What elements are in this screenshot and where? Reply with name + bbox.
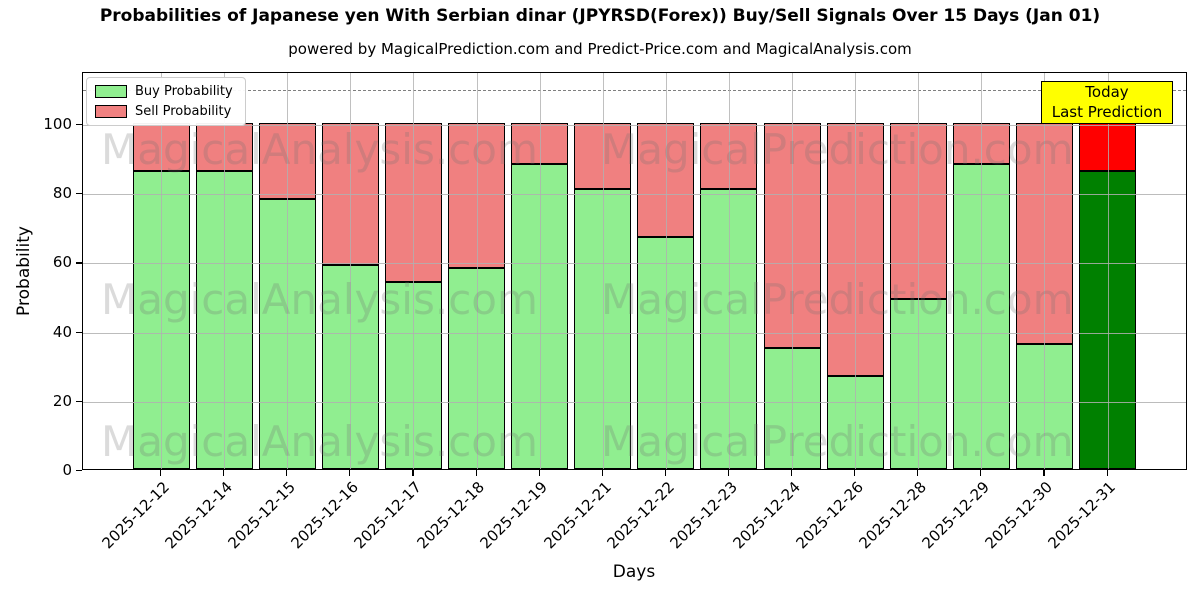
legend-label-sell: Sell Probability	[135, 104, 232, 119]
y-tick-mark	[76, 123, 82, 126]
x-gridline	[539, 73, 541, 469]
x-gridline	[476, 73, 478, 469]
chart-legend: Buy Probability Sell Probability	[86, 77, 246, 126]
x-tick-mark	[980, 470, 982, 476]
y-gridline	[83, 124, 1186, 126]
x-tick-mark	[223, 470, 225, 476]
y-tick-label: 100	[43, 114, 72, 133]
x-tick-mark	[412, 470, 414, 476]
x-tick-mark	[917, 470, 919, 476]
x-tick-mark	[727, 470, 730, 476]
y-tick-label: 20	[52, 391, 72, 410]
x-gridline	[792, 73, 793, 469]
x-tick-mark	[664, 470, 666, 476]
watermark-text: MagicalAnalysis.com	[101, 275, 538, 324]
x-tick-label: 2025-12-19	[476, 478, 552, 553]
x-tick-label: 2025-12-28	[855, 478, 930, 553]
y-gridline	[83, 194, 1186, 196]
x-tick-label: 2025-12-18	[413, 478, 489, 553]
x-tick-mark	[286, 470, 288, 476]
x-axis-label: Days	[612, 562, 656, 582]
y-tick-mark	[76, 262, 82, 264]
x-tick-mark	[601, 470, 603, 476]
x-tick-mark	[1043, 470, 1045, 476]
x-tick-label: 2025-12-12	[98, 478, 173, 553]
y-tick-mark	[76, 331, 82, 333]
x-gridline	[1044, 73, 1046, 469]
x-tick-label: 2025-12-31	[1044, 478, 1120, 553]
legend-item-buy: Buy Probability	[95, 84, 233, 99]
legend-item-sell: Sell Probability	[95, 104, 233, 119]
today-last-prediction-annotation: Today Last Prediction	[1041, 81, 1173, 124]
x-tick-mark	[475, 470, 477, 476]
x-tick-mark	[854, 470, 856, 476]
watermark-text: MagicalPrediction.com	[601, 417, 1074, 466]
sell-probability-swatch	[95, 105, 127, 118]
watermark-text: MagicalAnalysis.com	[101, 125, 538, 174]
x-tick-label: 2025-12-29	[918, 478, 994, 553]
x-gridline	[350, 73, 352, 469]
y-tick-mark	[76, 400, 82, 402]
annotation-line-2: Last Prediction	[1051, 103, 1163, 122]
x-gridline	[918, 73, 920, 469]
x-tick-label: 2025-12-14	[161, 478, 236, 553]
y-tick-label: 80	[52, 184, 72, 203]
y-tick-label: 0	[62, 461, 72, 479]
x-tick-label: 2025-12-23	[666, 478, 741, 553]
x-gridline	[665, 73, 667, 469]
watermark-text: MagicalAnalysis.com	[101, 417, 538, 466]
x-tick-label: 2025-12-21	[540, 478, 615, 553]
x-gridline	[413, 73, 415, 469]
x-tick-mark	[538, 470, 540, 476]
x-gridline	[224, 73, 226, 469]
x-gridline	[287, 73, 289, 469]
x-tick-mark	[791, 470, 793, 476]
x-gridline	[1107, 73, 1109, 469]
y-tick-mark	[76, 470, 82, 472]
x-gridline	[602, 73, 604, 469]
watermark-text: MagicalPrediction.com	[601, 125, 1074, 174]
y-axis-label: Probability	[14, 226, 34, 316]
x-tick-label: 2025-12-15	[224, 478, 299, 553]
chart-subtitle: powered by MagicalPrediction.com and Pre…	[288, 40, 912, 58]
x-tick-mark	[160, 470, 162, 476]
x-gridline	[728, 73, 730, 469]
x-tick-label: 2025-12-16	[287, 478, 363, 553]
x-tick-label: 2025-12-26	[792, 478, 867, 553]
x-gridline	[161, 73, 162, 469]
y-tick-label: 40	[52, 322, 72, 341]
plot-area: Buy Probability Sell Probability Today L…	[82, 72, 1187, 470]
chart-title: Probabilities of Japanese yen With Serbi…	[99, 6, 1101, 26]
watermark-text: MagicalPrediction.com	[601, 275, 1074, 324]
buy-probability-swatch	[95, 85, 127, 98]
legend-label-buy: Buy Probability	[135, 84, 233, 99]
y-gridline	[83, 401, 1186, 403]
x-gridline	[855, 73, 857, 469]
x-gridline	[981, 73, 983, 469]
x-tick-mark	[349, 470, 351, 476]
y-tick-label: 60	[52, 253, 72, 272]
y-gridline	[83, 263, 1186, 265]
dashed-threshold-line	[83, 90, 1186, 92]
x-tick-label: 2025-12-24	[729, 478, 804, 553]
y-tick-mark	[76, 193, 82, 195]
annotation-line-1: Today	[1085, 83, 1129, 101]
x-tick-label: 2025-12-17	[350, 478, 426, 553]
x-tick-label: 2025-12-30	[981, 478, 1057, 553]
x-tick-mark	[1106, 470, 1108, 476]
y-gridline	[83, 332, 1186, 334]
